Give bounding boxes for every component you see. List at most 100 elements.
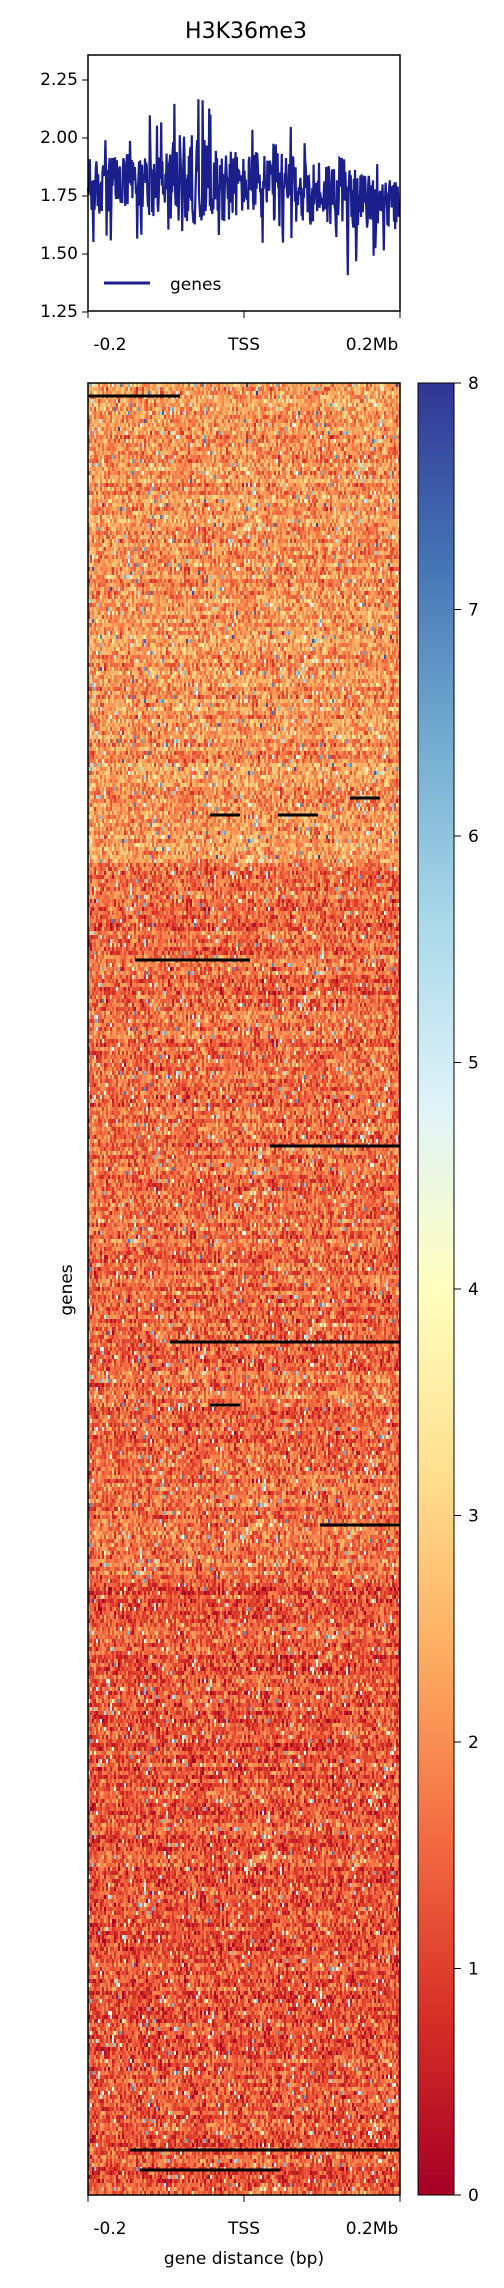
heatmap-cell (262, 387, 264, 391)
heatmap-cell (228, 395, 230, 399)
heatmap-cell (240, 395, 242, 399)
heatmap-cell (122, 399, 124, 403)
heatmap-cell (230, 395, 232, 399)
heatmap-cell (394, 395, 396, 399)
heatmap-cell (328, 387, 330, 391)
heatmap-cell (272, 387, 274, 391)
heatmap-cell (152, 387, 154, 391)
heatmap-cell (148, 399, 150, 403)
profile-y-tick-label: 2.00 (40, 128, 78, 148)
heatmap-cell (366, 391, 368, 395)
heatmap-cell (342, 387, 344, 391)
heatmap-cell (384, 387, 386, 391)
heatmap-cell (270, 395, 272, 399)
heatmap-cell (290, 391, 292, 395)
heatmap-cell (292, 391, 294, 395)
heatmap-cell (380, 391, 382, 395)
heatmap-cell (154, 387, 156, 391)
heatmap-cell (342, 395, 344, 399)
heatmap-cell (120, 387, 122, 391)
heatmap-cell (202, 391, 204, 395)
heatmap-cell (144, 387, 146, 391)
heatmap-cell (314, 395, 316, 399)
heatmap-cell (188, 387, 190, 391)
heatmap-cell (288, 391, 290, 395)
heatmap-cell (330, 387, 332, 391)
heatmap-cell (286, 387, 288, 391)
heatmap-cell (310, 391, 312, 395)
heatmap-cell (130, 387, 132, 391)
heatmap-cell (396, 387, 398, 391)
heatmap-cell (242, 395, 244, 399)
heatmap-cell (170, 399, 172, 403)
heatmap-cell (332, 387, 334, 391)
heatmap-cell (96, 387, 98, 391)
heatmap-cell (254, 395, 256, 399)
heatmap-cell (200, 387, 202, 391)
heatmap-cell (308, 395, 310, 399)
heatmap-cell (318, 391, 320, 395)
heatmap-cell (194, 387, 196, 391)
heatmap-cell (352, 395, 354, 399)
heatmap-cell (250, 387, 252, 391)
heatmap-cell (128, 387, 130, 391)
heatmap-cell (232, 395, 234, 399)
heatmap-cell (310, 395, 312, 399)
heatmap: -0.2 TSS 0.2Mb gene distance (bp) genes (57, 383, 400, 2269)
heatmap-cell (362, 391, 364, 395)
heatmap-cell (334, 395, 336, 399)
heatmap-cell (202, 395, 204, 399)
heatmap-cell (306, 391, 308, 395)
heatmap-cell (294, 391, 296, 395)
heatmap-cell (366, 395, 368, 399)
heatmap-cell (340, 395, 342, 399)
heatmap-cell (144, 399, 146, 403)
heatmap-cell (176, 387, 178, 391)
heatmap-cell (354, 391, 356, 395)
heatmap-cell (254, 391, 256, 395)
heatmap-cell (136, 399, 138, 403)
heatmap-cell (364, 387, 366, 391)
heatmap-cell (198, 391, 200, 395)
heatmap-cell (258, 387, 260, 391)
heatmap-cell (108, 399, 110, 403)
heatmap-cell (116, 387, 118, 391)
heatmap-cell (314, 387, 316, 391)
heatmap-cell (354, 387, 356, 391)
heatmap-cell (374, 387, 376, 391)
heatmap-cell (256, 387, 258, 391)
heatmap-cell (124, 399, 126, 403)
heatmap-cell (220, 395, 222, 399)
heatmap-cell (222, 391, 224, 395)
heatmap-cell (108, 387, 110, 391)
heatmap-cell (296, 395, 298, 399)
heatmap-cell (182, 391, 184, 395)
heatmap-cell (240, 387, 242, 391)
heatmap-cell (304, 391, 306, 395)
heatmap-cell (268, 395, 270, 399)
heatmap-cell (282, 391, 284, 395)
heatmap-cell (292, 395, 294, 399)
heatmap-cell (298, 387, 300, 391)
heatmap-cell (238, 391, 240, 395)
profile-y-tick-label: 1.50 (40, 244, 78, 264)
heatmap-cell (124, 387, 126, 391)
heatmap-cell (320, 387, 322, 391)
heatmap-cell (276, 387, 278, 391)
heatmap-cell (236, 395, 238, 399)
heatmap-cell (114, 387, 116, 391)
heatmap-cell (276, 395, 278, 399)
heatmap-cell (360, 395, 362, 399)
heatmap-cell (340, 391, 342, 395)
profile-y-tick-label: 1.75 (40, 186, 78, 206)
heatmap-cell (346, 391, 348, 395)
heatmap-cell (324, 387, 326, 391)
heatmap-cell (132, 387, 134, 391)
heatmap-cell (322, 395, 324, 399)
heatmap-cell (318, 395, 320, 399)
heatmap-cell (342, 391, 344, 395)
heatmap-cell (150, 399, 152, 403)
heatmap-cell (386, 395, 388, 399)
heatmap-cell (294, 395, 296, 399)
heatmap-cell (140, 399, 142, 403)
